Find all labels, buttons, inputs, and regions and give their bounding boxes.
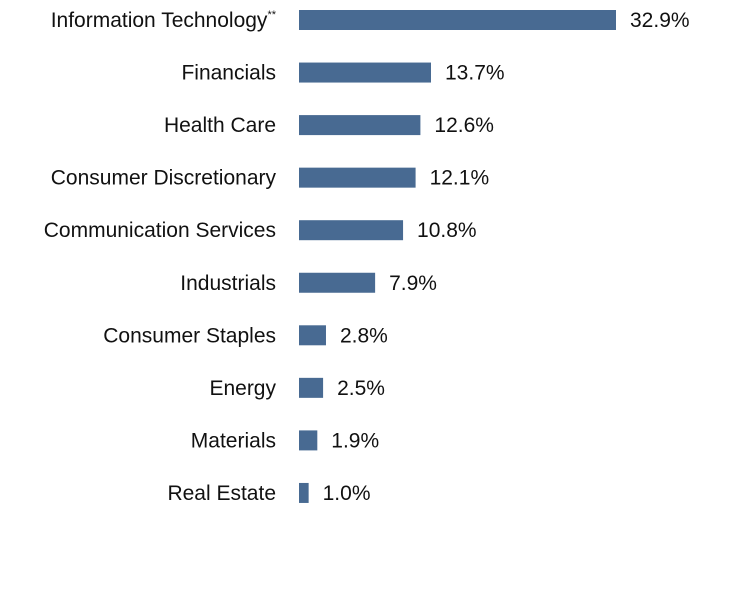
category-label-energy: Energy	[209, 377, 276, 400]
value-label-communication-services: 10.8%	[417, 219, 477, 242]
bar-information-technology	[299, 10, 616, 30]
category-label-information-technology: Information Technology**	[51, 9, 277, 32]
bar-health-care	[299, 115, 421, 136]
category-label-consumer-discretionary: Consumer Discretionary	[51, 167, 277, 190]
category-label-consumer-staples: Consumer Staples	[103, 324, 276, 347]
category-label-industrials: Industrials	[180, 272, 276, 295]
category-label-health-care: Health Care	[164, 114, 276, 137]
bar-consumer-discretionary	[299, 167, 416, 188]
footnote-marker: **	[267, 9, 276, 21]
value-label-information-technology: 32.9%	[630, 9, 690, 32]
bar-materials	[299, 430, 318, 451]
bar-financials	[299, 62, 431, 83]
value-label-consumer-staples: 2.8%	[340, 324, 388, 347]
value-label-materials: 1.9%	[331, 429, 379, 452]
value-label-real-estate: 1.0%	[323, 482, 371, 505]
bar-industrials	[299, 272, 376, 293]
bar-consumer-staples	[299, 325, 326, 346]
value-label-health-care: 12.6%	[434, 114, 494, 137]
value-label-consumer-discretionary: 12.1%	[430, 167, 490, 190]
value-label-financials: 13.7%	[445, 62, 505, 85]
category-label-real-estate: Real Estate	[167, 482, 276, 505]
category-label-communication-services: Communication Services	[44, 219, 276, 242]
bar-energy	[299, 377, 324, 398]
bar-communication-services	[299, 220, 404, 241]
category-label-materials: Materials	[191, 429, 276, 452]
value-label-energy: 2.5%	[337, 377, 385, 400]
category-label-financials: Financials	[181, 62, 276, 85]
category-label-text: Information Technology	[51, 9, 268, 32]
bar-real-estate	[299, 482, 309, 503]
value-label-industrials: 7.9%	[389, 272, 437, 295]
